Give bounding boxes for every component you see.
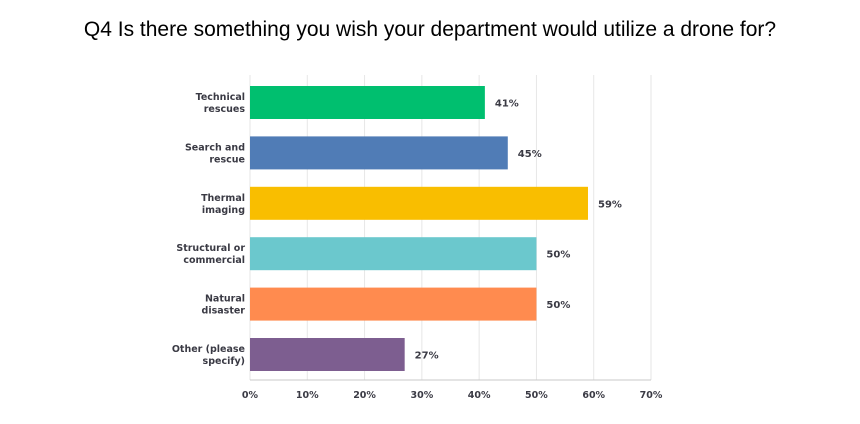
category-label: specify) — [203, 356, 245, 367]
category-label: disaster — [202, 306, 246, 317]
data-label: 27% — [415, 351, 439, 362]
category-label: Structural or — [176, 243, 245, 254]
category-label: Search and — [185, 142, 245, 153]
category-label: rescues — [204, 104, 246, 115]
x-tick-label: 60% — [582, 390, 605, 401]
bar — [250, 338, 405, 371]
bar — [250, 186, 588, 220]
bar — [250, 237, 537, 271]
data-label: 50% — [546, 250, 570, 261]
x-tick-label: 10% — [296, 390, 319, 401]
category-label: Thermal — [201, 193, 245, 204]
category-label: Other (please — [172, 344, 245, 355]
bar — [250, 136, 508, 170]
category-label: Technical — [196, 92, 245, 103]
x-tick-label: 40% — [468, 390, 491, 401]
data-label: 50% — [546, 300, 570, 311]
x-tick-label: 30% — [410, 390, 433, 401]
category-label: rescue — [209, 154, 245, 165]
data-label: 41% — [495, 99, 519, 110]
category-label: Natural — [205, 294, 245, 305]
x-tick-label: 70% — [640, 390, 663, 401]
x-tick-label: 20% — [353, 390, 376, 401]
bar — [250, 287, 537, 321]
x-tick-label: 0% — [242, 390, 259, 401]
x-tick-label: 50% — [525, 390, 548, 401]
data-label: 45% — [518, 149, 542, 160]
chart-title: Q4 Is there something you wish your depa… — [83, 18, 777, 41]
bar — [250, 86, 485, 119]
data-label: 59% — [598, 199, 622, 210]
category-label: imaging — [202, 205, 245, 216]
category-label: commercial — [183, 255, 245, 266]
